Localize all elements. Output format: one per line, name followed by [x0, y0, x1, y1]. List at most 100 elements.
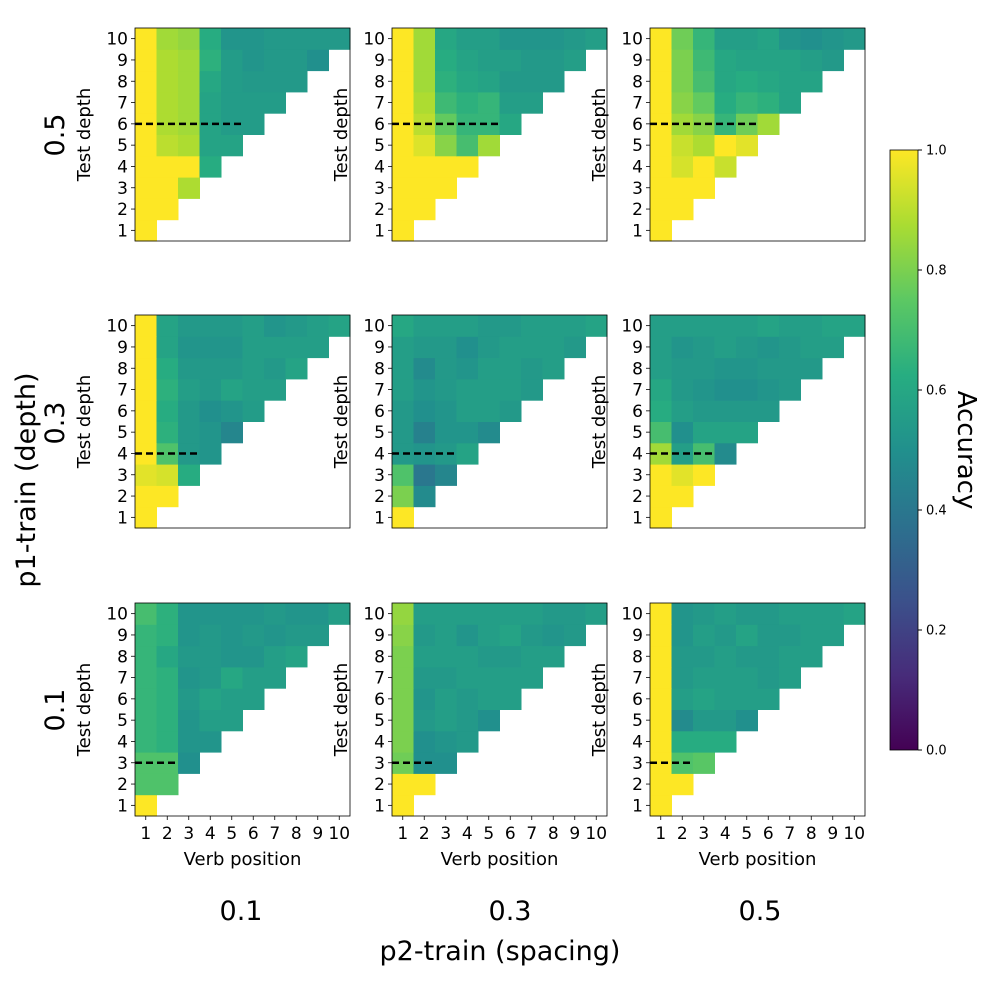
x-tick-label: 9	[827, 824, 838, 844]
x-tick-label: 4	[720, 824, 731, 844]
heatmap-cell	[135, 421, 157, 444]
heatmap-cell	[178, 378, 200, 401]
y-tick-label: 2	[374, 200, 385, 220]
heatmap-cell	[242, 336, 265, 359]
heatmap-cell	[413, 113, 436, 135]
heatmap-cell	[413, 177, 436, 199]
y-tick-label: 6	[374, 690, 385, 710]
heatmap-cell	[392, 485, 414, 508]
heatmap-cell	[435, 134, 457, 157]
col-label-1: 0.1	[220, 896, 263, 927]
heatmap-cell	[650, 730, 672, 753]
heatmap-cell	[456, 49, 479, 72]
heatmap-cell	[542, 603, 565, 625]
heatmap-cell	[671, 464, 694, 486]
heatmap-cell	[199, 70, 222, 93]
y-tick-label: 9	[374, 51, 385, 71]
y-tick-label: 2	[374, 775, 385, 795]
y-tick-label: 9	[632, 338, 643, 358]
heatmap-cell	[242, 378, 265, 401]
heatmap-cell	[714, 113, 737, 135]
heatmap-cell	[135, 400, 157, 422]
heatmap-cell	[199, 357, 222, 380]
heatmap-cell	[736, 134, 758, 157]
x-tick-label: 4	[462, 824, 473, 844]
heatmap-cell	[135, 773, 157, 796]
heatmap-cell	[714, 378, 737, 401]
y-tick-label: 2	[117, 775, 128, 795]
heatmap-cell	[843, 28, 866, 50]
panel-frame	[649, 602, 866, 817]
heatmap-cell	[135, 624, 157, 647]
heatmap-cell	[221, 315, 243, 337]
heatmap-cell	[156, 177, 179, 199]
y-tick-label: 9	[117, 626, 128, 646]
y-tick-label: 6	[374, 402, 385, 422]
heatmap-cell	[843, 315, 866, 337]
heatmap-cell	[800, 336, 823, 359]
y-tick-label: 4	[632, 157, 643, 177]
panel-ylabel: Test depth	[589, 88, 610, 183]
heatmap-cell	[478, 645, 500, 668]
heatmap-cell	[714, 666, 737, 689]
y-tick-label: 7	[632, 669, 643, 689]
panel-frame	[134, 27, 351, 242]
heatmap-cell	[542, 49, 565, 72]
y-tick-label: 5	[374, 423, 385, 443]
heatmap-cell	[456, 645, 479, 668]
heatmap-cell	[307, 624, 329, 647]
heatmap-cell	[435, 624, 457, 647]
heatmap-cell	[714, 28, 737, 50]
y-tick-label: 3	[374, 466, 385, 486]
heatmap-cell	[156, 752, 179, 774]
y-tick-label: 6	[374, 115, 385, 135]
heatmap-cell	[264, 603, 286, 625]
y-tick-label: 8	[374, 647, 385, 667]
heatmap-cell	[650, 198, 672, 221]
heatmap-cell	[478, 336, 500, 359]
heatmap-cell	[435, 709, 457, 732]
heatmap-cell	[264, 91, 286, 114]
heatmap-cell	[435, 666, 457, 689]
col-label-2: 0.3	[489, 896, 532, 927]
heatmap-cell	[435, 49, 457, 72]
x-tick-label: 1	[655, 824, 666, 844]
heatmap-cell	[285, 49, 308, 72]
heatmap-cell	[242, 603, 265, 625]
heatmap-cell	[307, 315, 329, 337]
heatmap-cell	[499, 336, 522, 359]
heatmap-cell	[478, 400, 500, 422]
y-tick-label: 3	[632, 466, 643, 486]
heatmap-cell	[714, 336, 737, 359]
heatmap-cell	[736, 91, 758, 114]
heatmap-cell	[693, 28, 715, 50]
heatmap-cell	[328, 603, 351, 625]
heatmap-cell	[779, 91, 801, 114]
panel-frame	[134, 602, 351, 817]
y-tick-label: 1	[117, 221, 128, 241]
heatmap-cell	[135, 49, 157, 72]
heatmap-cell	[650, 336, 672, 359]
heatmap-cell	[456, 113, 479, 135]
heatmap-cell	[221, 49, 243, 72]
heatmap-cell	[264, 357, 286, 380]
heatmap-cell	[822, 315, 844, 337]
heatmap-cell	[242, 315, 265, 337]
heatmap-cell	[478, 624, 500, 647]
heatmap-cell	[178, 134, 200, 157]
y-tick-label: 7	[117, 94, 128, 114]
colorbar-tick-label: 0.8	[926, 264, 947, 279]
heatmap-cell	[478, 70, 500, 93]
heatmap-cell	[521, 28, 543, 50]
x-tick-label: 8	[291, 824, 302, 844]
heatmap-cell	[542, 336, 565, 359]
heatmap-cell	[499, 603, 522, 625]
heatmap-cell	[736, 336, 758, 359]
heatmap-cell	[135, 485, 157, 508]
y-tick-label: 9	[632, 626, 643, 646]
y-tick-label: 4	[374, 444, 385, 464]
heatmap-cell	[392, 336, 414, 359]
heatmap-cell	[650, 400, 672, 422]
heatmap-cell	[521, 336, 543, 359]
